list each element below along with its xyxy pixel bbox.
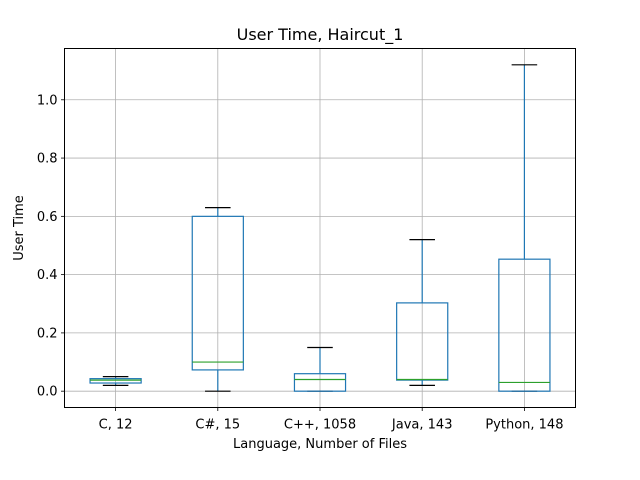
box-series: [89, 64, 551, 392]
iqr-box: [293, 373, 347, 392]
x-tick-label: C#, 15: [195, 418, 240, 433]
y-axis-label: User Time: [12, 195, 27, 261]
y-tick-label: 0.8: [37, 152, 58, 167]
y-tick-label: 0.0: [37, 385, 58, 400]
x-axis-ticks: C, 12 C#, 15 C++, 1058 Java, 143 Python, 148: [99, 407, 563, 433]
chart-title: User Time, Haircut_1: [237, 25, 404, 45]
y-tick-label: 0.2: [37, 326, 58, 341]
iqr-box: [191, 215, 244, 371]
box-4: [498, 64, 551, 392]
y-axis-ticks: 0.0 0.2 0.4 0.6 0.8 1.0: [37, 93, 65, 400]
x-tick-label: Python, 148: [485, 418, 563, 433]
box-0: [89, 376, 142, 386]
iqr-box: [498, 258, 551, 392]
x-tick-label: C, 12: [99, 418, 133, 433]
x-tick-label: Java, 143: [391, 418, 453, 433]
x-tick-label: C++, 1058: [284, 418, 356, 433]
box-1: [191, 207, 244, 392]
y-tick-label: 0.6: [37, 210, 58, 225]
y-tick-label: 1.0: [37, 93, 58, 108]
box-2: [293, 346, 347, 392]
box-3: [396, 239, 449, 386]
x-axis-label: Language, Number of Files: [233, 437, 407, 452]
y-tick-label: 0.4: [37, 268, 58, 283]
iqr-box: [89, 378, 142, 384]
